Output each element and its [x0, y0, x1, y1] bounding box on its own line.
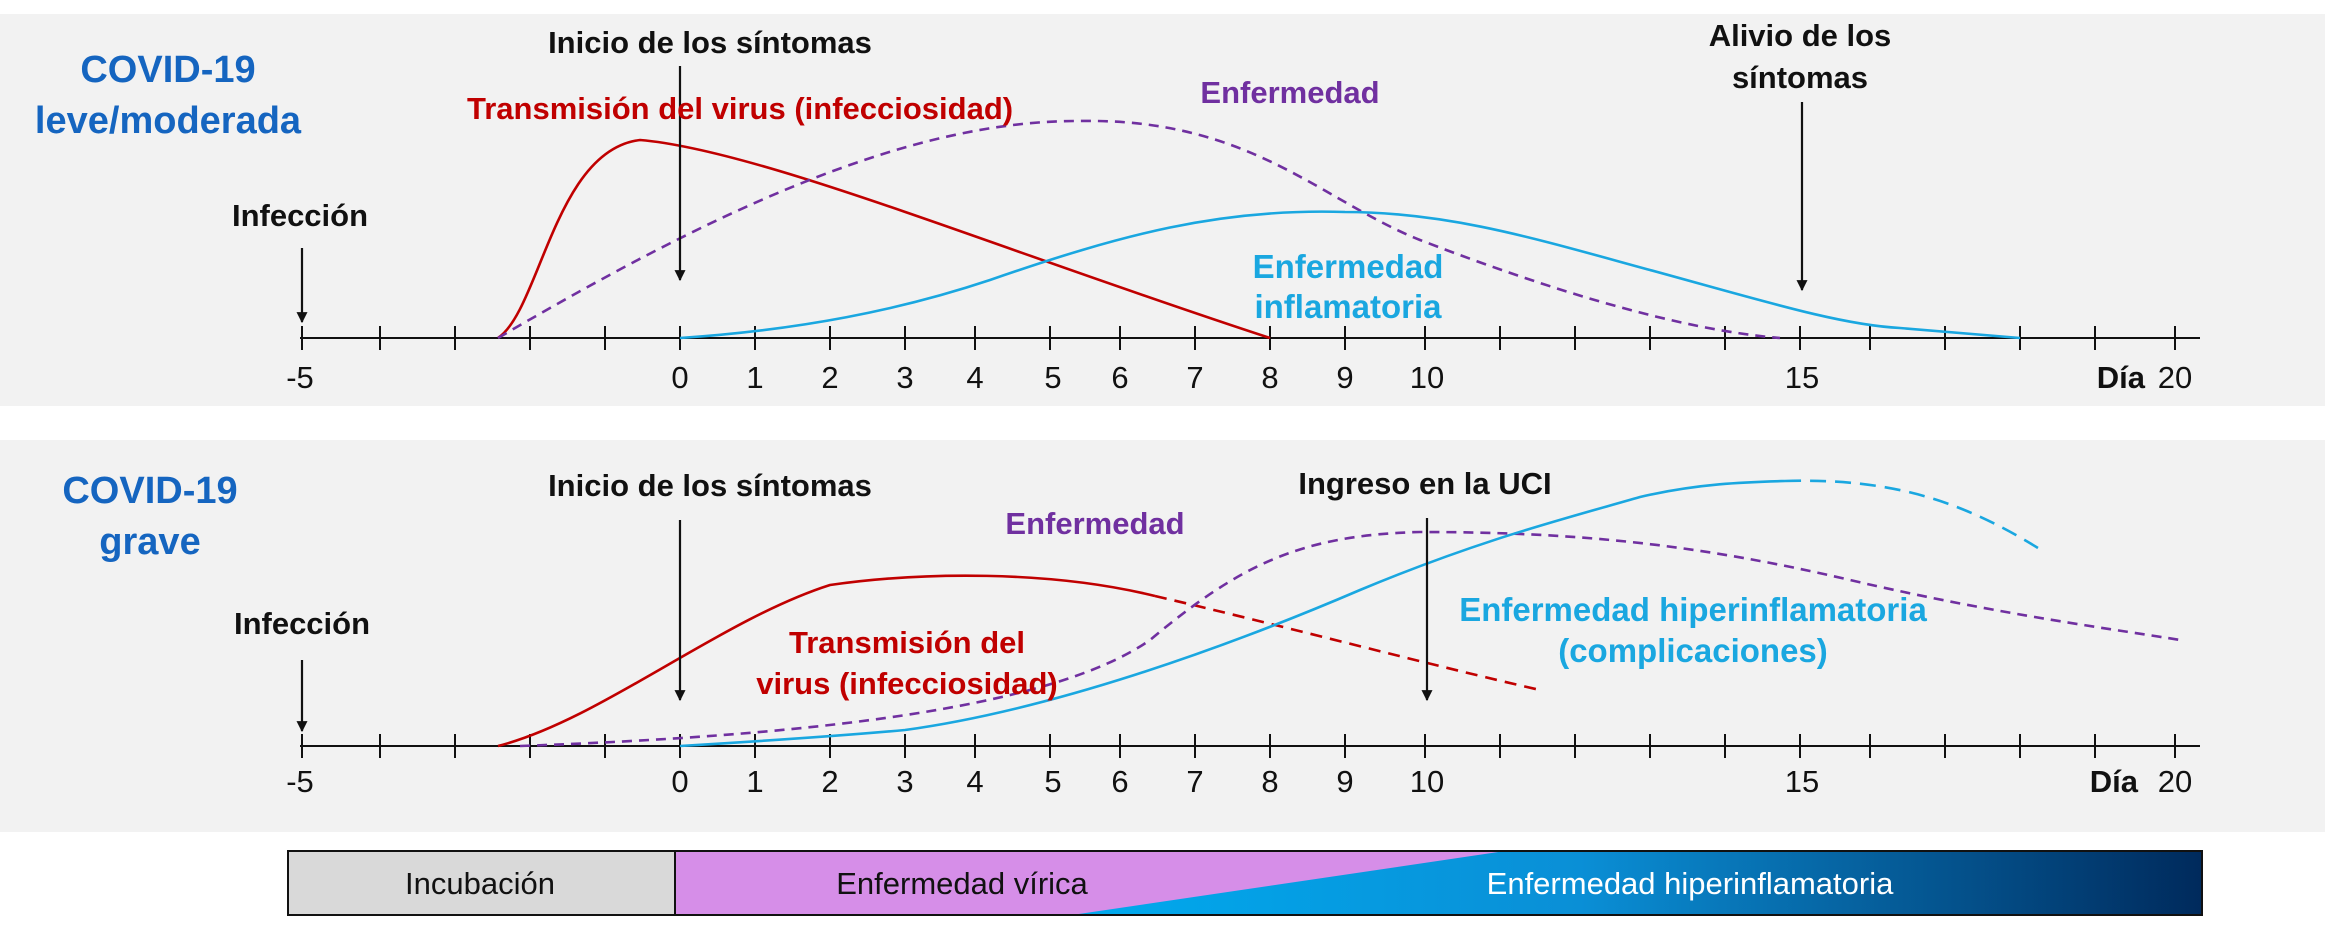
- severe-transmission-label-line2: virus (infecciosidad): [756, 666, 1057, 701]
- mild-tick-label: 4: [966, 360, 983, 395]
- phase-bar-outline: [287, 850, 2203, 916]
- severe-tick-labels: -5 0 1 2 3 4 5 6 7 8 9 10 15 20 Día: [286, 764, 2192, 799]
- mild-onset-label: Inicio de los síntomas: [548, 25, 872, 60]
- mild-transmission-curve: [497, 138, 1271, 340]
- severe-disease-label: Enfermedad: [1005, 506, 1184, 541]
- mild-inflammatory-curve: [679, 210, 2021, 340]
- severe-tick-label: 1: [746, 764, 763, 799]
- severe-tick-label: -5: [286, 764, 314, 799]
- mild-tick-label: 3: [896, 360, 913, 395]
- mild-relief-label-line1: Alivio de los: [1709, 18, 1892, 53]
- panel-mild-title-line1: COVID-19: [80, 49, 255, 91]
- severe-disease-curve: [519, 530, 2181, 748]
- panel-mild-title-line2: leve/moderada: [35, 100, 302, 142]
- panel-severe-title-line2: grave: [99, 521, 200, 563]
- severe-tick-label: 15: [1785, 764, 1819, 799]
- severe-tick-label: 4: [966, 764, 983, 799]
- mild-transmission-label: Transmisión del virus (infecciosidad): [467, 91, 1013, 126]
- severe-hyper-label-line2: (complicaciones): [1558, 632, 1828, 669]
- panel-mild-background: [0, 14, 2325, 406]
- severe-infection-label: Infección: [234, 606, 370, 641]
- severe-tick-label: 10: [1410, 764, 1444, 799]
- severe-tick-label: 9: [1336, 764, 1353, 799]
- severe-transmission-label-line1: Transmisión del: [789, 625, 1025, 660]
- phase-incubation: [288, 851, 675, 915]
- severe-icu-label: Ingreso en la UCI: [1298, 466, 1551, 501]
- severe-tick-label: 2: [821, 764, 838, 799]
- phase-incubation-label: Incubación: [405, 866, 555, 901]
- mild-tick-label: 7: [1186, 360, 1203, 395]
- severe-tick-label: 8: [1261, 764, 1278, 799]
- mild-disease-label: Enfermedad: [1200, 75, 1379, 110]
- mild-tick-label: 8: [1261, 360, 1278, 395]
- severe-axis-unit: Día: [2090, 764, 2139, 799]
- severe-hyper-dashed: [1784, 479, 2039, 550]
- severe-tick-label: 3: [896, 764, 913, 799]
- mild-inflammatory-label-line2: inflamatoria: [1254, 288, 1442, 325]
- severe-tick-label: 7: [1186, 764, 1203, 799]
- severe-hyper-curve: [679, 479, 1786, 748]
- panel-mild: COVID-19 leve/moderada: [35, 18, 2200, 395]
- mild-axis-ticks: [301, 326, 2176, 350]
- mild-tick-label: 6: [1111, 360, 1128, 395]
- severe-transmission-curve: [497, 574, 1156, 748]
- mild-tick-label: 15: [1785, 360, 1819, 395]
- severe-axis-ticks: [301, 734, 2176, 758]
- mild-tick-label: 10: [1410, 360, 1444, 395]
- severe-hyper-label-line1: Enfermedad hiperinflamatoria: [1459, 591, 1927, 628]
- mild-tick-label: 5: [1044, 360, 1061, 395]
- panel-severe-background: [0, 440, 2325, 832]
- severe-tick-label: 5: [1044, 764, 1061, 799]
- mild-tick-label: 2: [821, 360, 838, 395]
- mild-relief-label-line2: síntomas: [1732, 60, 1868, 95]
- phase-hyper: [1072, 851, 2202, 915]
- mild-tick-label: 20: [2158, 360, 2192, 395]
- severe-onset-label: Inicio de los síntomas: [548, 468, 872, 503]
- severe-tick-label: 20: [2158, 764, 2192, 799]
- mild-infection-label: Infección: [232, 198, 368, 233]
- mild-tick-labels: -5 0 1 2 3 4 5 6 7 8 9 10 15 20 Día: [286, 360, 2192, 395]
- phase-hyper-label: Enfermedad hiperinflamatoria: [1487, 866, 1894, 901]
- mild-tick-label: 1: [746, 360, 763, 395]
- mild-tick-label: 0: [671, 360, 688, 395]
- severe-transmission-dashed: [1154, 594, 1541, 692]
- severe-tick-label: 0: [671, 764, 688, 799]
- panel-severe: COVID-19 grave: [62, 466, 2200, 799]
- mild-tick-label: -5: [286, 360, 314, 395]
- mild-tick-label: 9: [1336, 360, 1353, 395]
- phase-bar: Incubación Enfermedad vírica Enfermedad …: [287, 850, 2203, 916]
- mild-axis-unit: Día: [2097, 360, 2146, 395]
- mild-inflammatory-label-line1: Enfermedad: [1253, 248, 1444, 285]
- phase-viral-label: Enfermedad vírica: [836, 866, 1088, 901]
- severe-tick-label: 6: [1111, 764, 1128, 799]
- panel-severe-title-line1: COVID-19: [62, 470, 237, 512]
- mild-disease-curve: [497, 119, 1781, 340]
